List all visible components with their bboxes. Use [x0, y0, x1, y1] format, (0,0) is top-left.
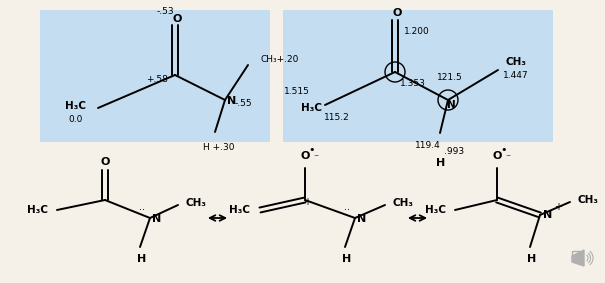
Text: H: H [528, 254, 537, 264]
Text: +: + [554, 202, 562, 212]
Bar [40, 10, 270, 142]
Text: H₃C: H₃C [27, 205, 48, 215]
Text: •: • [309, 145, 315, 155]
Text: CH₃: CH₃ [506, 57, 526, 67]
Text: ··: ·· [344, 205, 350, 215]
Text: 1.353: 1.353 [400, 80, 426, 89]
Text: N: N [358, 214, 367, 224]
Text: N: N [227, 96, 237, 106]
Text: H₃C: H₃C [65, 101, 87, 111]
Text: 0.0: 0.0 [69, 115, 83, 123]
Text: 1.200: 1.200 [404, 27, 430, 37]
Text: 115.2: 115.2 [324, 113, 350, 121]
Text: H: H [137, 254, 146, 264]
Text: CH₃+.20: CH₃+.20 [261, 55, 299, 65]
Text: N: N [446, 100, 456, 110]
Text: -.55: -.55 [234, 100, 252, 108]
Text: H: H [436, 158, 446, 168]
Text: CH₃: CH₃ [578, 195, 598, 205]
Text: ⁻: ⁻ [313, 153, 319, 163]
Text: H: H [342, 254, 352, 264]
Text: CH₃: CH₃ [186, 198, 206, 208]
Text: +.58: +.58 [146, 74, 168, 83]
Text: H₃C: H₃C [425, 205, 445, 215]
Text: H +.30: H +.30 [203, 143, 235, 153]
Polygon shape [572, 250, 584, 266]
Text: H₃C: H₃C [229, 205, 250, 215]
Text: 1.447: 1.447 [503, 72, 529, 80]
Text: O: O [492, 151, 502, 161]
Text: ⁻: ⁻ [505, 153, 511, 163]
Text: +: + [303, 197, 311, 207]
Text: 121.5: 121.5 [437, 72, 463, 82]
Text: ··: ·· [139, 205, 145, 215]
Text: 119.4: 119.4 [415, 140, 441, 149]
Text: N: N [152, 214, 162, 224]
Text: 1.515: 1.515 [284, 87, 310, 95]
Text: O: O [100, 157, 110, 167]
Text: CH₃: CH₃ [393, 198, 413, 208]
Text: O: O [392, 8, 402, 18]
Text: N: N [543, 210, 552, 220]
Text: •: • [501, 145, 507, 155]
Text: H₃C: H₃C [301, 103, 321, 113]
Text: O: O [300, 151, 310, 161]
Text: .993: .993 [444, 147, 464, 155]
Text: O: O [172, 14, 182, 24]
Bar [283, 10, 553, 142]
Text: -.53: -.53 [156, 7, 174, 16]
